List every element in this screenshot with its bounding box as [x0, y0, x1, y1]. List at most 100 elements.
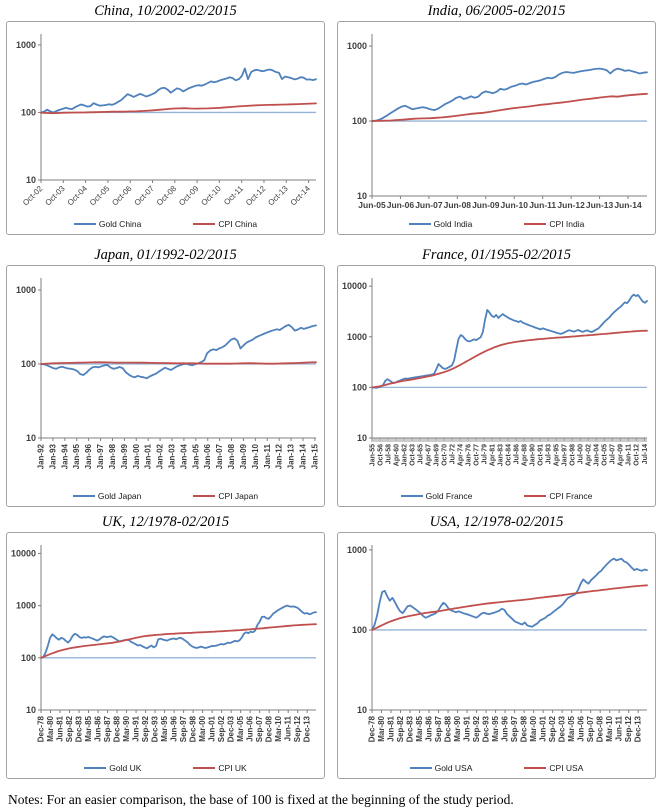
- x-tick-label: Sep-82: [65, 715, 74, 742]
- x-tick-label: Jan-94: [60, 443, 69, 469]
- x-tick-label: Dec-03: [227, 715, 236, 742]
- x-tick-label: Jan-90: [530, 444, 537, 466]
- y-tick-label: 10: [357, 705, 367, 715]
- cpi-series-line: [371, 329, 648, 389]
- x-tick-label: Jan-98: [108, 443, 117, 469]
- x-tick-label: Mar-00: [529, 715, 538, 741]
- x-tick-label: Oct-70: [442, 444, 449, 466]
- x-tick-label: Jan-55: [370, 444, 377, 466]
- x-tick-label: Sep-92: [472, 715, 481, 742]
- chart-legend-france: Gold France CPI France: [338, 486, 655, 506]
- x-tick-label: Jan-06: [203, 443, 212, 469]
- x-tick-label: Sep-07: [255, 715, 264, 742]
- x-tick-label: Mar-90: [453, 715, 462, 741]
- gold-series-line: [371, 293, 648, 389]
- x-tick-label: Jan-09: [239, 443, 248, 469]
- chart-title-uk: UK, 12/1978-02/2015: [101, 514, 230, 530]
- x-tick-label: Dec-03: [558, 715, 567, 742]
- gold-legend-swatch: [84, 767, 107, 769]
- x-tick-label: Jul-14: [642, 444, 649, 464]
- x-tick-label: Oct-84: [506, 444, 513, 466]
- chart-box-china: 10 100 1000 Oct-02 Oct-03 Oct-04 Oct-05 Oct-06 O…: [6, 21, 325, 235]
- chart-panel-japan: Japan, 01/1992-02/2015 10 100 1000 Jan-92 Ja…: [0, 235, 331, 507]
- y-tick-label: 100: [21, 107, 36, 117]
- x-tick-label: Dec-98: [520, 715, 529, 742]
- chart-title-france: France, 01/1955-02/2015: [421, 247, 571, 263]
- chart-title-india: India, 06/2005-02/2015: [427, 3, 566, 19]
- cpi-series-line: [40, 361, 317, 365]
- x-tick-label: Jun-81: [387, 715, 396, 741]
- chart-canvas-china: 101001000Oct-02Oct-03Oct-04Oct-05Oct-06O…: [16, 34, 317, 208]
- x-tick-label: Mar-90: [122, 715, 131, 741]
- gold-legend-swatch: [400, 495, 423, 497]
- x-tick-label: Jun-11: [529, 200, 556, 210]
- x-tick-label: Jan-13: [287, 443, 296, 469]
- chart-legend-usa: Gold USA CPI USA: [338, 758, 655, 778]
- x-tick-label: Oct-12: [634, 444, 641, 466]
- x-tick-label: Oct-02: [21, 184, 45, 208]
- gold-series-line: [40, 67, 317, 114]
- chart-title-china: China, 10/2002-02/2015: [94, 3, 237, 19]
- x-tick-label: Sep-02: [548, 715, 557, 742]
- x-tick-label: Jan-92: [37, 443, 46, 469]
- chart-panel-india: India, 06/2005-02/2015 10 100 1000 Jun-05 Ju…: [331, 0, 662, 235]
- y-tick-label: 1000: [347, 41, 367, 51]
- x-tick-label: Jun-06: [577, 715, 586, 741]
- x-tick-label: Jun-09: [472, 200, 500, 210]
- gold-legend-label: Gold USA: [434, 763, 473, 773]
- gold-legend-label: Gold Japan: [97, 491, 142, 501]
- cpi-legend-swatch: [524, 767, 547, 769]
- x-tick-label: Jun-01: [539, 715, 548, 741]
- x-tick-label: Sep-12: [624, 715, 633, 742]
- x-tick-label: Jan-10: [251, 443, 260, 469]
- x-tick-label: Jun-10: [501, 200, 529, 210]
- cpi-series-line: [371, 92, 648, 122]
- cpi-legend-label: CPI UK: [218, 763, 247, 773]
- chart-box-usa: 10 100 1000 Dec-78 Mar-80 Jun-81 Sep-82 Dec-83 M…: [337, 532, 656, 779]
- chart-title-usa: USA, 12/1978-02/2015: [429, 514, 564, 530]
- x-tick-label: Dec-13: [634, 715, 643, 742]
- x-tick-label: Dec-98: [189, 715, 198, 742]
- charts-grid: China, 10/2002-02/2015 10 100 1000 Oct-02 Oc…: [0, 0, 662, 779]
- x-tick-label: Sep-92: [141, 715, 150, 742]
- x-tick-label: Apr-74: [458, 444, 465, 466]
- x-tick-label: Sep-12: [293, 715, 302, 742]
- x-tick-label: Oct-10: [199, 184, 223, 208]
- x-tick-label: Jan-03: [167, 443, 176, 469]
- x-tick-label: Jan-11: [263, 443, 272, 468]
- gold-legend-swatch: [408, 223, 431, 225]
- x-tick-label: Mar-80: [377, 715, 386, 741]
- x-tick-label: Mar-85: [84, 715, 93, 741]
- chart-box-india: 10 100 1000 Jun-05 Jun-06 Jun-07 Jun-08 Jun-09 J…: [337, 21, 656, 235]
- x-tick-label: Jul-07: [610, 444, 617, 464]
- y-tick-label: 10000: [11, 548, 36, 558]
- cpi-legend-swatch: [193, 223, 216, 225]
- x-tick-label: Oct-13: [266, 184, 290, 208]
- chart-title-japan: Japan, 01/1992-02/2015: [94, 247, 237, 263]
- y-tick-label: 10: [26, 705, 36, 715]
- x-tick-label: Apr-81: [490, 444, 497, 466]
- x-tick-label: Jan-07: [215, 443, 224, 469]
- cpi-legend-swatch: [193, 767, 216, 769]
- x-tick-label: Oct-05: [602, 444, 609, 466]
- gold-series-line: [40, 604, 317, 659]
- x-tick-label: Jun-14: [614, 200, 642, 210]
- x-tick-label: Dec-93: [482, 715, 491, 742]
- x-tick-label: Jul-58: [386, 444, 393, 464]
- chart-legend-china: Gold China CPI China: [7, 214, 324, 234]
- x-tick-label: Oct-09: [177, 184, 201, 208]
- chart-box-japan: 10 100 1000 Jan-92 Jan-93 Jan-94 Jan-95 Jan-96 J…: [6, 265, 325, 507]
- x-tick-label: Jun-13: [586, 200, 614, 210]
- x-tick-label: Mar-95: [160, 715, 169, 741]
- x-tick-label: Jan-96: [84, 443, 93, 469]
- x-tick-label: Mar-05: [567, 715, 576, 741]
- x-tick-label: Jul-00: [578, 444, 585, 464]
- y-tick-label: 1000: [16, 601, 36, 611]
- x-tick-label: Jan-04: [179, 443, 188, 469]
- x-tick-label: Jul-86: [514, 444, 521, 464]
- x-tick-label: Dec-88: [113, 715, 122, 742]
- x-tick-label: Jan-93: [48, 443, 57, 469]
- y-tick-label: 100: [352, 625, 367, 635]
